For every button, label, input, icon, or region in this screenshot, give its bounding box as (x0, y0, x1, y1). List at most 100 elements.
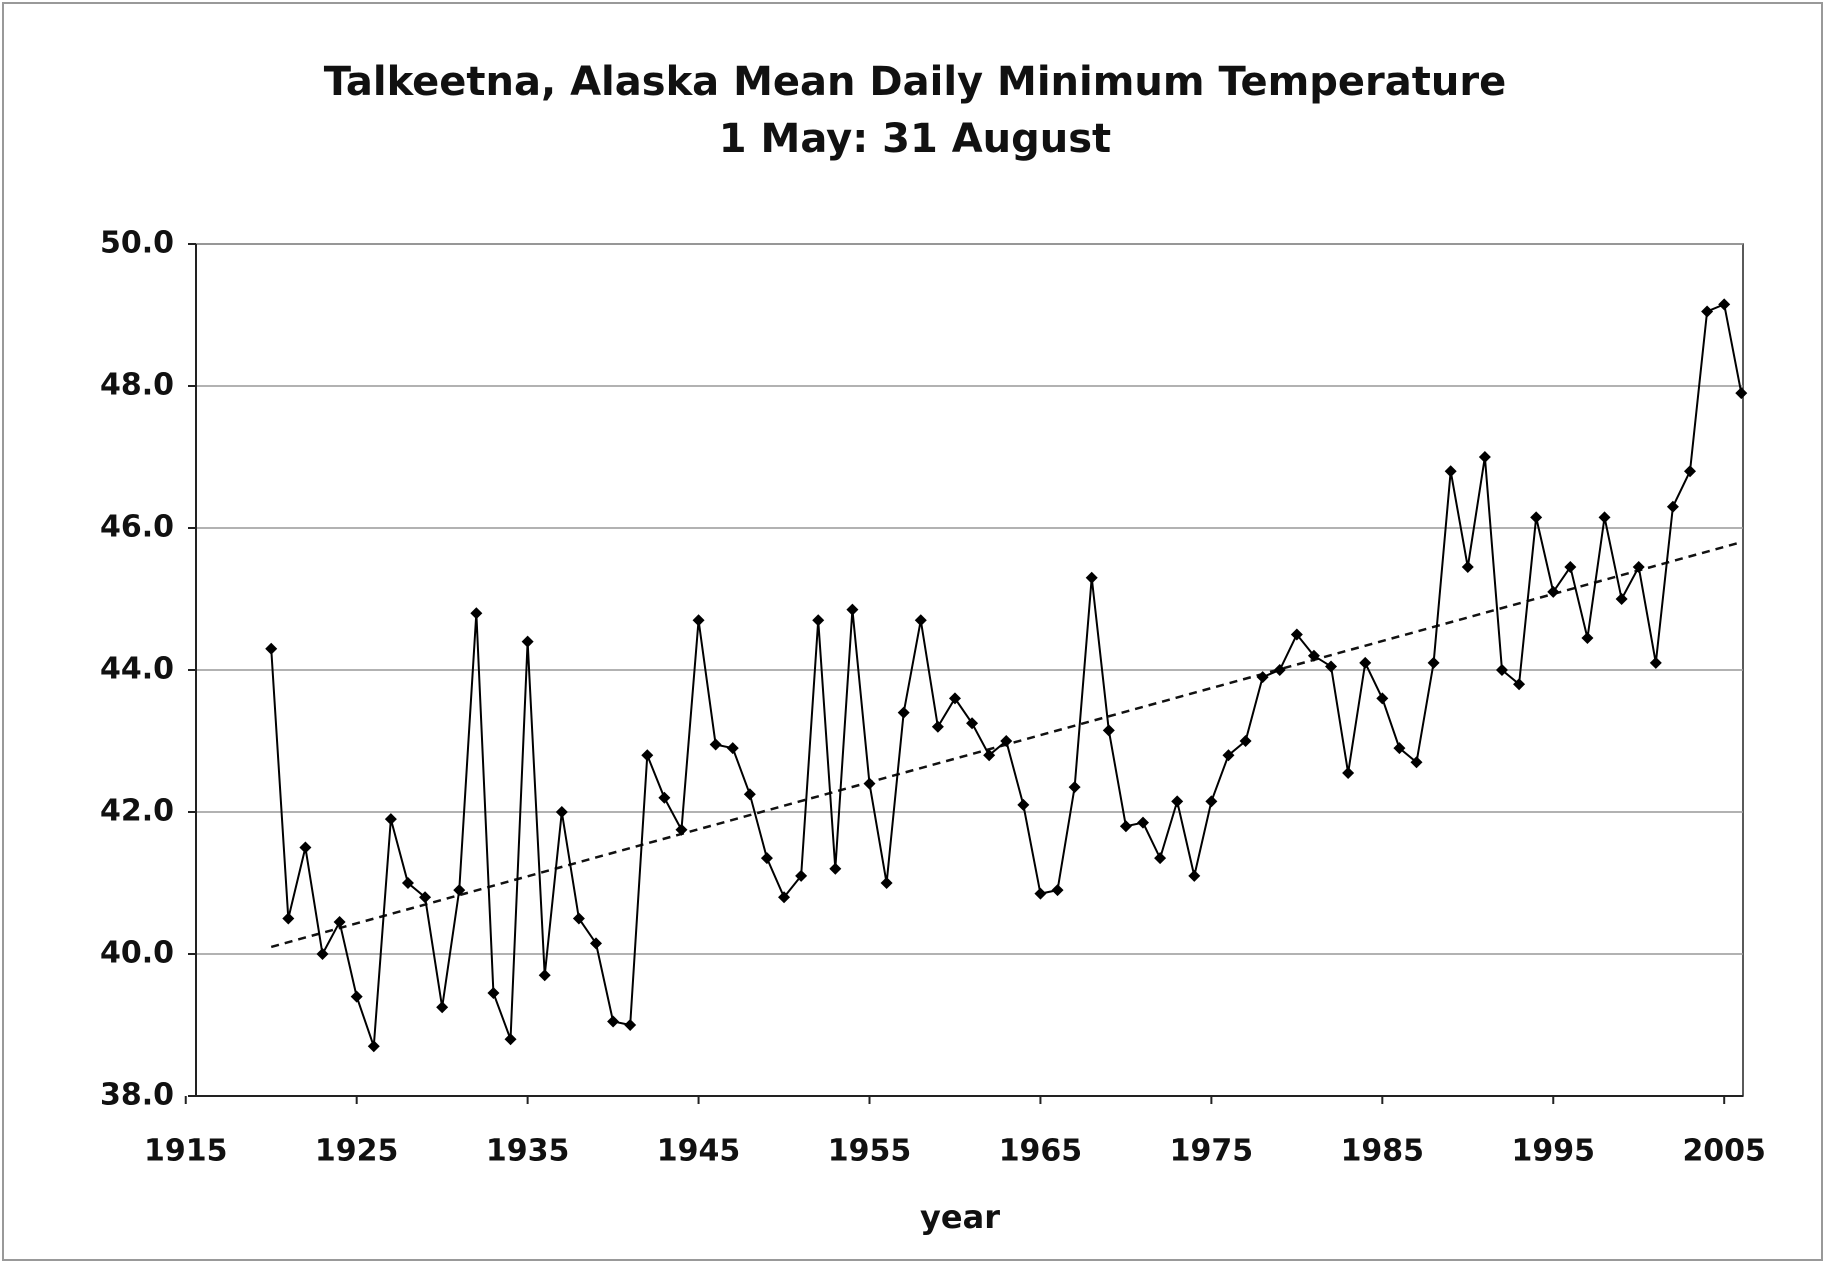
y-tick-label: 50.0 (100, 226, 174, 261)
data-point (521, 635, 534, 648)
y-tick-label: 46.0 (100, 510, 174, 545)
data-point (367, 1040, 380, 1053)
data-point (863, 777, 876, 790)
x-tick-label: 1935 (486, 1134, 570, 1169)
data-point (880, 877, 893, 889)
data-point (1290, 628, 1303, 641)
data-point (1393, 742, 1406, 755)
data-point (265, 642, 278, 655)
data-point (384, 813, 397, 826)
x-tick-label: 1945 (657, 1134, 741, 1169)
data-point (419, 891, 432, 904)
data-point (589, 937, 602, 950)
data-point (675, 823, 688, 836)
y-tick-label: 44.0 (100, 652, 174, 687)
data-point (1119, 820, 1132, 833)
data-point (1684, 465, 1697, 478)
data-point (1461, 561, 1474, 574)
data-point (1427, 656, 1440, 669)
data-point (316, 948, 329, 960)
data-point (1376, 692, 1389, 705)
data-point (948, 692, 961, 705)
data-point (504, 1033, 517, 1046)
data-point (1325, 660, 1338, 673)
data-point (401, 877, 414, 889)
data-point (487, 987, 500, 1000)
data-point (572, 912, 585, 925)
data-point (1000, 735, 1013, 747)
data-point (1342, 766, 1355, 779)
data-point (1171, 795, 1184, 808)
data-point (778, 891, 791, 904)
data-point (1564, 561, 1577, 574)
data-point (1359, 656, 1372, 669)
data-point (538, 969, 551, 982)
data-point (1530, 511, 1543, 524)
data-point (1188, 869, 1201, 882)
data-point (1581, 632, 1594, 645)
data-point (1410, 756, 1423, 769)
data-point (1085, 571, 1098, 584)
y-tick-label: 38.0 (100, 1078, 174, 1113)
data-point (829, 862, 842, 875)
data-point (692, 614, 705, 627)
data-point (624, 1019, 637, 1031)
data-point (1307, 649, 1320, 662)
data-point (1666, 500, 1679, 513)
data-point (282, 912, 295, 925)
data-point (726, 742, 739, 755)
data-point (1137, 816, 1150, 829)
data-point (966, 717, 979, 730)
data-point (1495, 664, 1508, 676)
data-point (436, 1001, 449, 1014)
data-point (1444, 465, 1457, 478)
data-point (1034, 887, 1047, 900)
data-point (1598, 511, 1611, 524)
data-point (1068, 781, 1081, 794)
data-point (1256, 671, 1269, 684)
x-tick-label: 2005 (1682, 1134, 1766, 1169)
data-point (1205, 795, 1218, 808)
data-point (760, 852, 773, 865)
y-tick-label: 40.0 (100, 936, 174, 971)
x-tick-label: 1975 (1170, 1134, 1254, 1169)
data-point (709, 738, 722, 751)
data-point (812, 614, 825, 627)
data-point (1017, 798, 1030, 811)
y-tick-label: 48.0 (100, 368, 174, 403)
data-point (795, 869, 808, 882)
data-point (453, 884, 466, 897)
x-tick-label: 1955 (828, 1134, 912, 1169)
x-axis-label: year (920, 1198, 1000, 1236)
data-point (1701, 305, 1714, 318)
data-point (1615, 593, 1628, 605)
data-point (555, 806, 568, 818)
data-point (1051, 884, 1064, 897)
data-point (914, 614, 927, 627)
data-point (743, 788, 756, 801)
data-point (1547, 585, 1560, 598)
x-tick-label: 1915 (144, 1134, 228, 1169)
x-tick-label: 1995 (1512, 1134, 1596, 1169)
data-point (1239, 735, 1252, 747)
data-point (299, 841, 312, 854)
data-point (1649, 656, 1662, 669)
data-point (1735, 387, 1748, 400)
data-point (897, 706, 910, 719)
data-point (983, 749, 996, 762)
data-point (607, 1015, 620, 1028)
data-point (1478, 451, 1491, 463)
data-point (1102, 724, 1115, 737)
data-point (658, 791, 671, 804)
data-point (333, 916, 346, 929)
data-point (470, 607, 483, 620)
data-point (1513, 678, 1526, 691)
y-tick-label: 42.0 (100, 794, 174, 829)
data-point (931, 720, 944, 733)
chart-subtitle: 1 May: 31 August (719, 116, 1111, 162)
data-point (1273, 664, 1286, 676)
data-point (641, 749, 654, 762)
data-point (1718, 298, 1731, 311)
x-tick-label: 1925 (315, 1134, 399, 1169)
x-tick-label: 1965 (999, 1134, 1083, 1169)
